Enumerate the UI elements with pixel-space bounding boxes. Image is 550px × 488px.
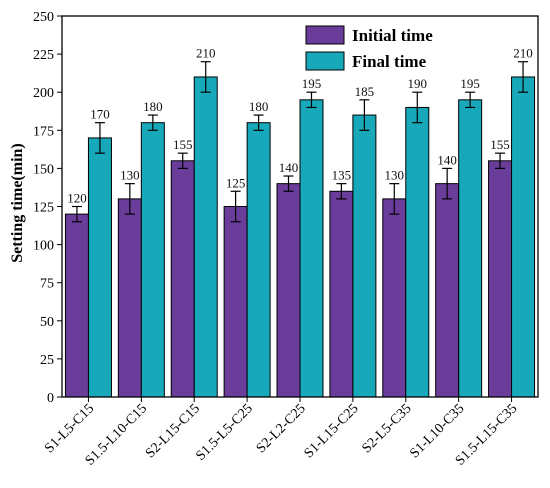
y-tick-label-6: 150 [33,162,54,177]
bar-initial-4 [276,183,301,398]
x-tick-label-6: S2-L5-C35 [359,401,414,456]
data-label-0-7: 140 [437,152,457,167]
y-axis-title: Setting time(min) [9,143,26,263]
y-tick-label-1: 25 [40,353,54,368]
bar-initial-6 [382,198,407,398]
data-label-0-8: 155 [490,137,510,152]
bar-final-1 [140,122,165,398]
data-label-0-1: 130 [120,168,140,183]
data-label-1-6: 190 [408,76,428,91]
data-label-0-0: 120 [67,191,87,206]
data-label-1-0: 170 [90,107,110,122]
x-tick-label-5: S1-L15-C25 [302,401,362,461]
data-label-1-7: 195 [460,76,480,91]
data-label-1-1: 180 [143,99,163,114]
data-label-0-3: 125 [226,175,246,190]
plot-area: 120170S1-L5-C15130180S1.5-L10-C15155210S… [33,10,539,469]
x-tick-label-3: S1.5-L5-C25 [193,401,256,464]
bar-initial-1 [117,198,142,398]
data-label-1-8: 210 [513,46,533,61]
bar-initial-7 [435,183,460,398]
bar-initial-2 [170,160,195,398]
legend-label-0: Initial time [352,26,433,45]
y-tick-label-5: 125 [33,201,54,216]
y-tick-label-10: 250 [33,10,54,25]
x-tick-label-0: S1-L5-C15 [42,401,97,456]
legend-swatch-0 [305,25,345,45]
bar-final-2 [193,76,218,398]
data-label-0-2: 155 [173,137,193,152]
bar-initial-0 [64,213,89,398]
x-tick-label-4: S2-L2-C25 [254,401,309,456]
legend: Initial time Final time [305,25,433,71]
y-tick-label-3: 75 [40,277,54,292]
plot-frame [61,15,539,398]
data-label-1-5: 185 [355,84,375,99]
data-label-0-5: 135 [332,168,352,183]
bar-final-6 [405,106,430,398]
legend-swatch-1 [305,51,345,71]
data-label-1-3: 180 [249,99,269,114]
legend-label-1: Final time [352,52,427,71]
data-label-1-2: 210 [196,46,216,61]
bar-final-0 [87,137,112,398]
data-label-1-4: 195 [302,76,322,91]
bar-final-4 [299,99,324,398]
bar-final-7 [458,99,483,398]
bar-initial-8 [488,160,513,398]
data-label-0-4: 140 [279,160,299,175]
bar-final-5 [352,114,377,398]
bar-initial-5 [329,190,354,398]
y-tick-label-2: 50 [40,315,54,330]
y-tick-label-4: 100 [33,239,54,254]
y-tick-label-0: 0 [47,391,54,406]
bar-initial-3 [223,206,248,398]
y-tick-label-7: 175 [33,124,54,139]
bar-final-3 [246,122,271,398]
data-label-0-6: 130 [385,168,405,183]
bar-final-8 [511,76,536,398]
y-tick-label-9: 225 [33,48,54,63]
y-tick-label-8: 200 [33,86,54,101]
